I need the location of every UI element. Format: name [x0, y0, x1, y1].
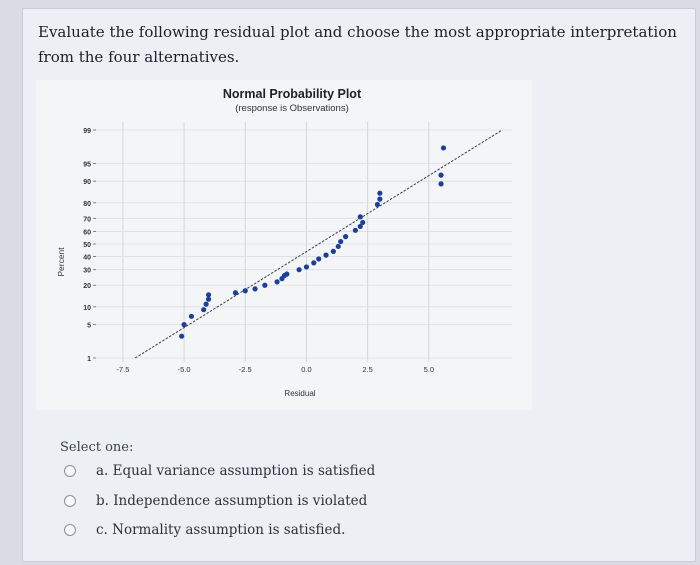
- data-point: [440, 145, 447, 151]
- x-tick-label: -5.0: [178, 365, 191, 374]
- data-point: [311, 260, 317, 266]
- option-a[interactable]: a. Equal variance assumption is satisfie…: [64, 460, 375, 482]
- x-tick-label: 5.0: [424, 365, 434, 374]
- data-point: [284, 271, 290, 277]
- y-tick-label: 90: [83, 179, 91, 186]
- data-point: [242, 288, 248, 294]
- data-point: [274, 279, 280, 285]
- y-tick-label: 10: [83, 305, 91, 312]
- option-b-label: b. Independence assumption is violated: [96, 493, 368, 509]
- data-point: [323, 252, 329, 258]
- y-tick-label: 95: [83, 161, 91, 168]
- data-point: [252, 286, 258, 292]
- data-point: [181, 322, 187, 328]
- data-point: [352, 227, 358, 233]
- option-b-radio[interactable]: [64, 495, 76, 507]
- select-one-label: Select one:: [60, 440, 134, 455]
- x-tick-label: 2.5: [362, 365, 372, 374]
- x-tick-label: 0.0: [301, 365, 311, 374]
- data-point: [330, 248, 336, 254]
- chart-subtitle: (response is Observations): [235, 103, 349, 114]
- data-point: [179, 333, 185, 339]
- y-tick-label: 1: [87, 356, 91, 363]
- data-point: [357, 214, 363, 220]
- y-tick-label: 60: [83, 230, 91, 237]
- x-tick-label: -2.5: [239, 365, 252, 374]
- data-point: [360, 219, 366, 226]
- data-point: [335, 243, 341, 250]
- option-c[interactable]: c. Normality assumption is satisfied.: [64, 519, 345, 541]
- data-point: [201, 307, 207, 313]
- x-tick-label: -7.5: [116, 365, 129, 374]
- normal-probability-plot: -7.5 -5.0 -2.5 0.0 2.5 5.0 99 95 90 80 70 60 50 40 30 2…: [56, 87, 512, 398]
- option-c-label: c. Normality assumption is satisfied.: [96, 522, 346, 538]
- x-axis-label: Residual: [284, 389, 315, 398]
- chart-title: Normal Probability Plot: [223, 87, 362, 101]
- y-tick-label: 5: [87, 323, 91, 330]
- data-point: [374, 201, 381, 208]
- data-point: [205, 296, 212, 302]
- data-point: [438, 172, 444, 178]
- option-a-radio[interactable]: [64, 465, 76, 477]
- question-text: Evaluate the following residual plot and…: [38, 23, 677, 66]
- y-axis-label: Percent: [56, 247, 66, 277]
- data-point: [357, 223, 363, 230]
- option-b[interactable]: b. Independence assumption is violated: [64, 490, 367, 512]
- data-point: [316, 256, 322, 262]
- data-point: [377, 196, 383, 202]
- residual-plot-figure: -7.5 -5.0 -2.5 0.0 2.5 5.0 99 95 90 80 70 60 50 40 30 2…: [36, 80, 532, 410]
- data-point: [203, 301, 209, 307]
- y-tick-label: 50: [83, 242, 91, 249]
- option-c-radio[interactable]: [64, 524, 76, 536]
- data-point: [377, 190, 383, 196]
- data-point: [343, 234, 349, 240]
- option-a-label: a. Equal variance assumption is satisfie…: [96, 463, 376, 479]
- data-point: [338, 238, 344, 245]
- data-point: [438, 181, 444, 187]
- y-tick-label: 30: [83, 268, 91, 275]
- data-point: [262, 282, 268, 288]
- y-tick-label: 80: [83, 201, 91, 208]
- y-tick-label: 99: [83, 128, 91, 135]
- data-point: [296, 267, 302, 273]
- y-tick-label: 40: [83, 254, 91, 261]
- y-tick-label: 20: [83, 283, 91, 290]
- y-tick-label: 70: [83, 216, 91, 223]
- data-point: [188, 313, 195, 319]
- data-point: [232, 290, 239, 296]
- fit-line: [134, 129, 503, 359]
- data-point: [205, 292, 212, 298]
- data-point: [303, 264, 310, 270]
